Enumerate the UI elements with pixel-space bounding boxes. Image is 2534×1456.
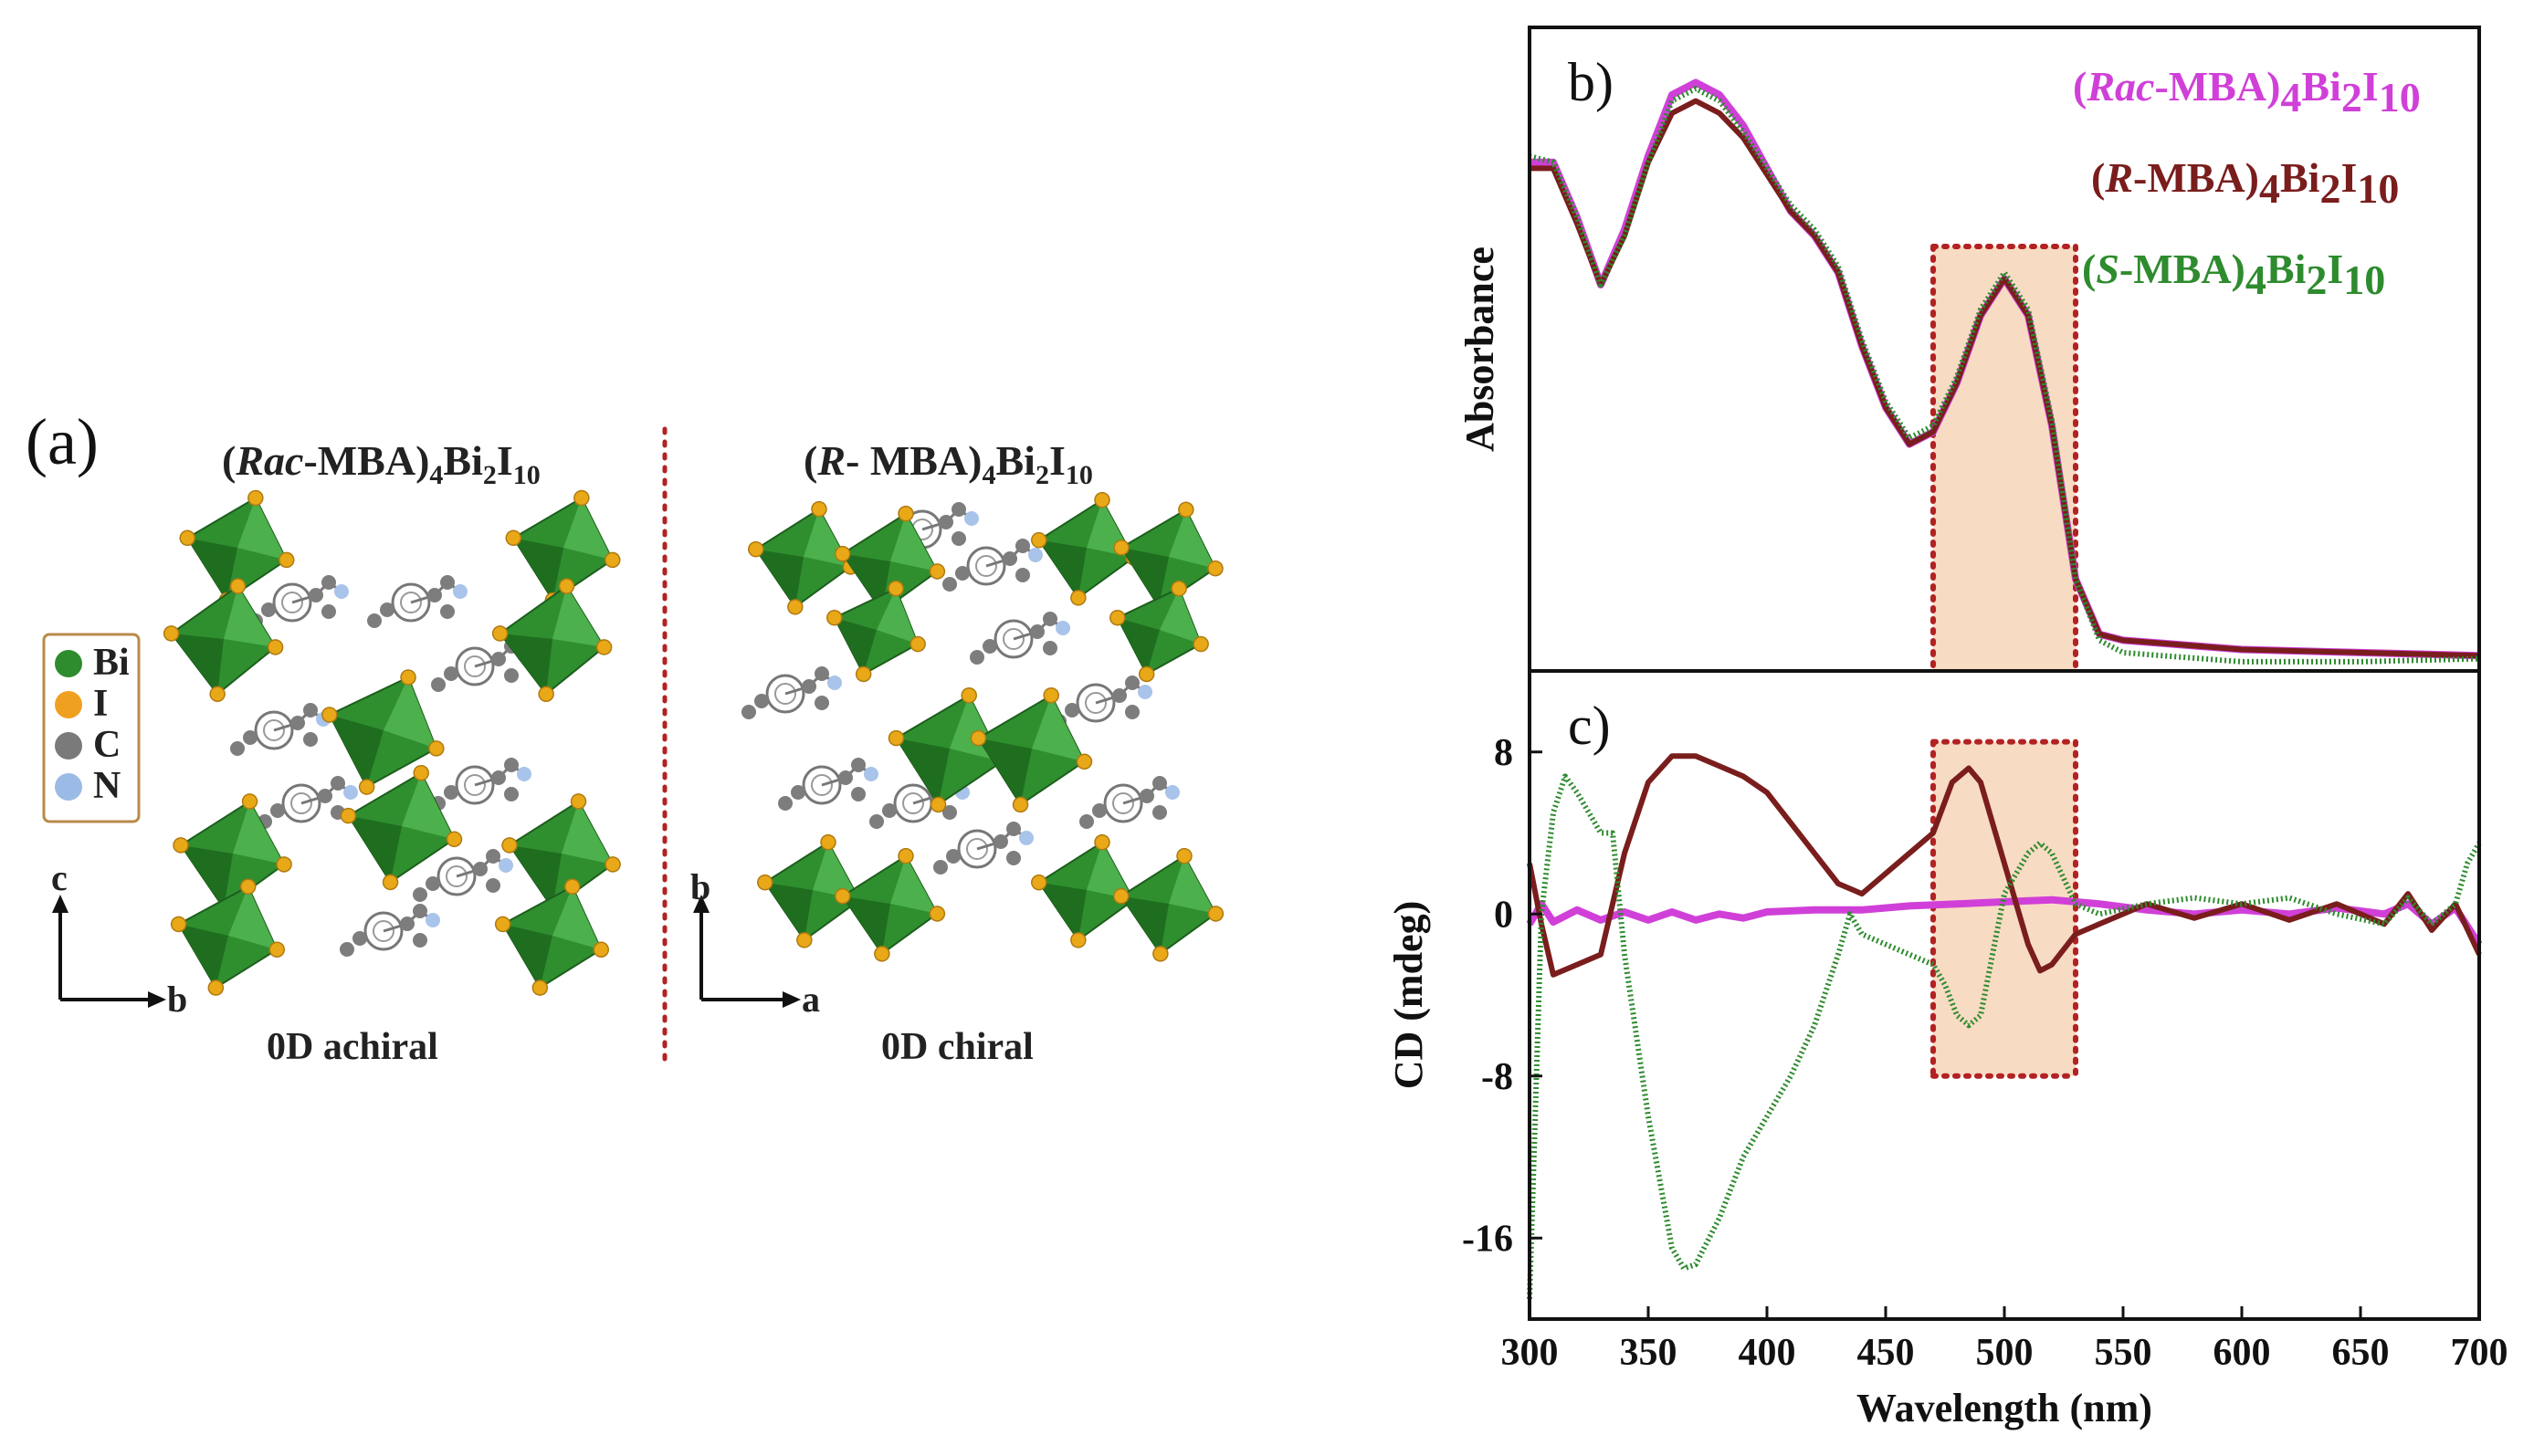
bismuth-iodide-octahedron (340, 764, 463, 891)
bismuth-iodide-octahedron (321, 669, 445, 795)
organic-cation (248, 575, 349, 628)
y-tick-label: -16 (1462, 1218, 1513, 1260)
legend-atom-bi-label: Bi (93, 642, 130, 684)
bismuth-iodide-octahedron (491, 578, 613, 703)
bismuth-iodide-octahedron (1113, 501, 1224, 615)
left-crystal-structure (163, 489, 621, 996)
y-axis-title: Absorbance (1457, 246, 1502, 452)
x-tick-label: 700 (2451, 1332, 2508, 1374)
legend-atom-i-marker (55, 691, 82, 718)
organic-cation (942, 539, 1043, 592)
organic-cation (258, 776, 358, 829)
series-line-r-mba (1527, 753, 2482, 978)
right-axis-right-label: a (802, 979, 820, 1020)
organic-cation (741, 666, 842, 719)
legend-atom-c-marker (55, 732, 82, 759)
bismuth-iodide-octahedron (826, 580, 926, 683)
organic-cation (431, 758, 531, 811)
y-tick-label: 0 (1494, 894, 1513, 936)
organic-cation (778, 758, 878, 811)
organic-cation (1079, 776, 1180, 829)
right-structure-title: (R- MBA)4Bi2I10 (804, 437, 1093, 490)
left-axis-right-label: b (167, 979, 187, 1020)
legend-atom-c-label: C (93, 724, 121, 766)
series-legend-label-r-mba: (R-MBA)4Bi2I10 (2091, 154, 2399, 212)
bismuth-iodide-octahedron (1113, 847, 1225, 962)
spectra-panels: b) Absorbance (Rac-MBA)4Bi2I10 (R-MBA)4Bi2I… (1386, 26, 2508, 1430)
x-tick-label: 400 (1739, 1332, 1796, 1374)
highlight-region (1933, 741, 2076, 1076)
left-structure-caption: 0D achiral (267, 1026, 438, 1068)
organic-cation (933, 822, 1034, 875)
right-axis-indicator (693, 895, 801, 1008)
right-structure-caption: 0D chiral (881, 1026, 1034, 1068)
x-axis-title: Wavelength (nm) (1856, 1386, 2152, 1430)
bismuth-iodide-octahedron (970, 686, 1093, 813)
organic-cation (1052, 676, 1152, 728)
y-tick-label: -8 (1481, 1056, 1513, 1098)
series-legend-label-rac-mba: (Rac-MBA)4Bi2I10 (2073, 63, 2421, 120)
absorbance-chart: b) Absorbance (Rac-MBA)4Bi2I10 (R-MBA)4Bi2I… (1457, 26, 2481, 674)
organic-cation (230, 703, 331, 756)
bismuth-iodide-octahedron (1109, 580, 1209, 683)
series-line-s-mba (1527, 773, 2482, 1299)
x-tick-label: 650 (2332, 1332, 2390, 1374)
bismuth-iodide-octahedron (163, 578, 284, 703)
y-axis-title: CD (mdeg) (1386, 901, 1431, 1090)
bismuth-iodide-octahedron (757, 833, 868, 948)
x-tick-label: 300 (1501, 1332, 1559, 1374)
bismuth-iodide-octahedron (501, 793, 621, 917)
left-axis-indicator (52, 895, 166, 1008)
organic-cation (367, 575, 468, 628)
organic-cation (413, 849, 513, 902)
y-tick-label: 8 (1494, 732, 1513, 774)
bismuth-iodide-octahedron (494, 878, 610, 996)
x-tick-label: 600 (2213, 1332, 2271, 1374)
legend-atom-n-label: N (93, 765, 121, 807)
x-tick-label: 350 (1620, 1332, 1677, 1374)
organic-cation (970, 612, 1070, 665)
bismuth-iodide-octahedron (835, 847, 946, 962)
panel-letter: c) (1568, 696, 1611, 756)
x-tick-label: 450 (1857, 1332, 1915, 1374)
legend-atom-bi-marker (55, 650, 82, 677)
x-tick-label: 550 (2095, 1332, 2152, 1374)
organic-cation (340, 904, 440, 957)
right-axis-up-label: b (690, 866, 710, 907)
panel-a-label: (a) (26, 405, 99, 478)
panel-letter: b) (1568, 52, 1614, 112)
cd-chart: c) 8 0 -8 -16 300 350 400 450 500 550 600 650 700 Wave… (1386, 669, 2508, 1430)
series-line-s-mba (1529, 86, 2480, 665)
x-tick-label: 500 (1976, 1332, 2034, 1374)
bismuth-iodide-octahedron (505, 489, 621, 609)
bismuth-iodide-octahedron (170, 878, 286, 996)
legend-atom-n-marker (55, 773, 82, 801)
panel-a: (a) (Rac-MBA)4Bi2I10 (R- MBA)4Bi2I10 BiI… (26, 405, 1225, 1071)
left-axis-up-label: c (51, 857, 68, 898)
bismuth-iodide-octahedron (1031, 833, 1142, 948)
legend-atom-i-label: I (93, 683, 108, 725)
highlight-region (1933, 246, 2076, 671)
series-legend-label-s-mba: (S-MBA)4Bi2I10 (2082, 246, 2385, 303)
left-structure-title: (Rac-MBA)4Bi2I10 (222, 437, 541, 490)
right-crystal-structure (741, 491, 1225, 962)
